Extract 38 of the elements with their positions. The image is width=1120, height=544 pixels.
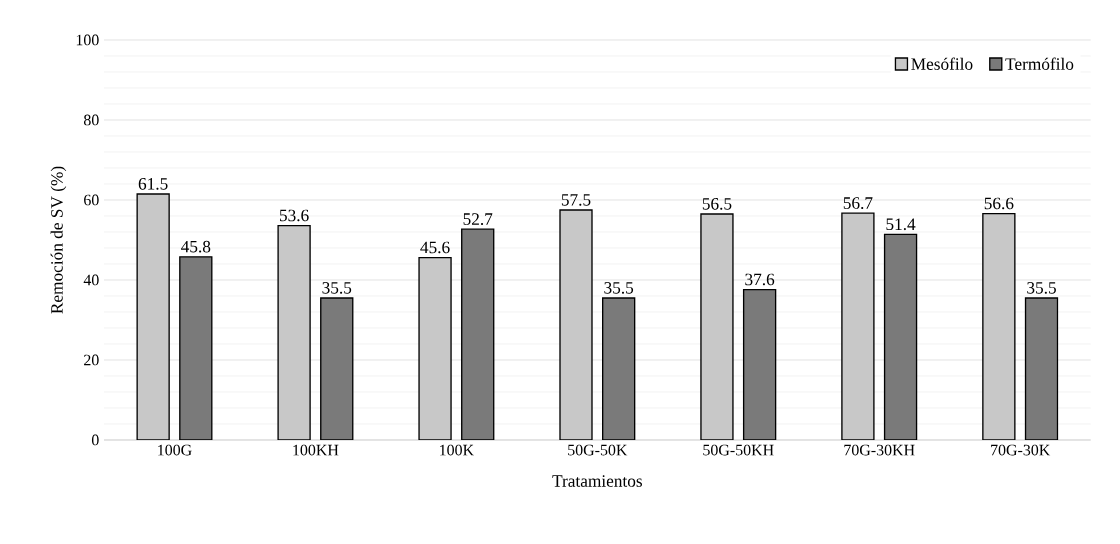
x-tick-label: 50G-50K [568, 444, 628, 456]
data-label: 61.5 [138, 178, 168, 190]
data-label: 35.5 [1027, 282, 1056, 294]
bar [1024, 297, 1059, 440]
x-tick-label: 100K [440, 444, 474, 456]
y-tick-label: 20 [84, 354, 99, 366]
y-axis-title: Remoción de SV (%) [50, 166, 67, 314]
data-label: 37.6 [745, 273, 775, 286]
y-tick-label: 60 [84, 194, 99, 206]
x-tick-label: 70G-30K [991, 444, 1051, 456]
bar [320, 297, 354, 440]
data-label: 53.6 [279, 209, 309, 222]
data-label: 51.4 [886, 218, 916, 231]
y-tick-label: 40 [83, 274, 99, 286]
legend-label: Termófilo [1005, 57, 1074, 70]
data-label: 57.5 [561, 194, 591, 206]
data-label: 56.7 [843, 197, 873, 209]
y-tick-label: 100 [76, 34, 99, 46]
x-tick-label: 100KH [293, 444, 339, 456]
data-label: 45.8 [181, 240, 211, 253]
legend-label: Mesófilo [911, 57, 973, 70]
data-label: 35.5 [604, 282, 634, 294]
x-tick-label: 70G-30KH [844, 444, 915, 456]
data-label: 45.6 [420, 241, 450, 254]
x-tick-label: 50G-50KH [703, 444, 774, 456]
bar [742, 288, 777, 440]
x-axis-title: Tratamientos [552, 475, 642, 487]
bar [179, 256, 213, 440]
bar [883, 233, 918, 440]
x-tick-label: 100G [158, 444, 192, 456]
data-label: 56.5 [702, 198, 732, 210]
y-tick-label: 80 [83, 114, 99, 126]
y-tick-label: 0 [91, 434, 99, 446]
bar [602, 297, 636, 440]
data-label: 52.7 [463, 213, 493, 225]
bar [461, 228, 495, 440]
data-label: 35.5 [322, 282, 352, 294]
data-label: 56.6 [984, 197, 1014, 210]
